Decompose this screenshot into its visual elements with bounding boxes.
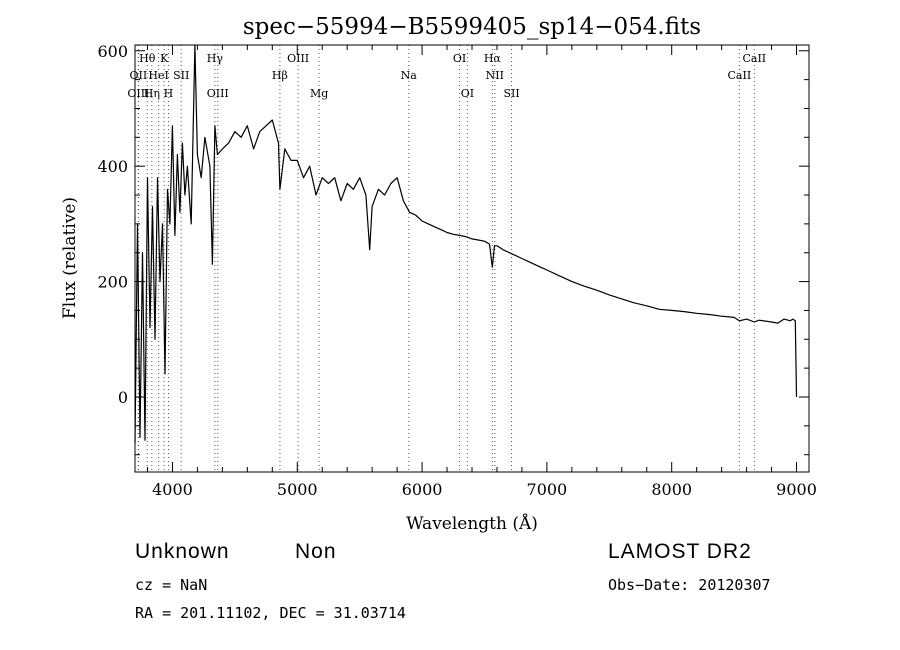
line-marker-label: OI	[461, 87, 474, 100]
line-marker-label: Hα	[484, 52, 502, 65]
coordinates: RA = 201.11102, DEC = 31.03714	[135, 604, 406, 622]
line-marker-label: Hθ	[139, 52, 156, 65]
classification-label: Unknown	[135, 540, 230, 563]
x-axis-label: Wavelength (Å)	[406, 513, 538, 534]
line-marker-label: Hη	[144, 87, 160, 100]
x-tick-label: 9000	[776, 480, 817, 499]
line-marker-label: Na	[401, 69, 418, 82]
line-marker-label: Hβ	[272, 69, 288, 82]
subclass-label: Non	[295, 540, 337, 563]
line-marker-label: OIII	[127, 87, 149, 100]
y-tick-label: 0	[118, 388, 128, 407]
series-line-flux	[134, 44, 798, 444]
y-axis-label: Flux (relative)	[60, 197, 80, 319]
line-marker-label: SII	[503, 87, 519, 100]
line-marker-label: Hγ	[207, 52, 224, 65]
line-marker-label: OIII	[207, 87, 229, 100]
line-marker-label: CaII	[728, 69, 752, 82]
line-marker-label: Mg	[310, 87, 328, 100]
line-marker-label: K	[160, 52, 169, 65]
line-marker-label: NII	[486, 69, 504, 82]
series-layer	[134, 44, 798, 444]
x-tick-label: 7000	[527, 480, 568, 499]
y-axis: 0 200 400 600	[97, 42, 809, 456]
line-marker-label: H	[164, 87, 174, 100]
line-marker-label: OII	[130, 69, 148, 82]
x-tick-label: 5000	[277, 480, 318, 499]
cz-value: cz = NaN	[135, 576, 208, 594]
y-tick-label: 600	[97, 42, 128, 61]
x-tick-label: 4000	[152, 480, 193, 499]
line-marker-label: OIII	[287, 52, 309, 65]
line-marker-label: SII	[173, 69, 189, 82]
x-tick-label: 8000	[651, 480, 692, 499]
survey-label: LAMOST DR2	[608, 540, 752, 563]
chart-title: spec−55994−B5599405_sp14−054.fits	[243, 14, 701, 40]
y-tick-label: 400	[97, 157, 128, 176]
line-marker-label: HeI	[148, 69, 168, 82]
line-marker-label: OI	[453, 52, 466, 65]
plot-frame	[134, 44, 810, 473]
obs-date: Obs−Date: 20120307	[608, 576, 771, 594]
y-tick-label: 200	[97, 273, 128, 292]
x-tick-label: 6000	[402, 480, 443, 499]
x-axis: 4000 5000 6000 7000 8000 9000	[146, 45, 817, 499]
line-marker-label: CaII	[742, 52, 766, 65]
